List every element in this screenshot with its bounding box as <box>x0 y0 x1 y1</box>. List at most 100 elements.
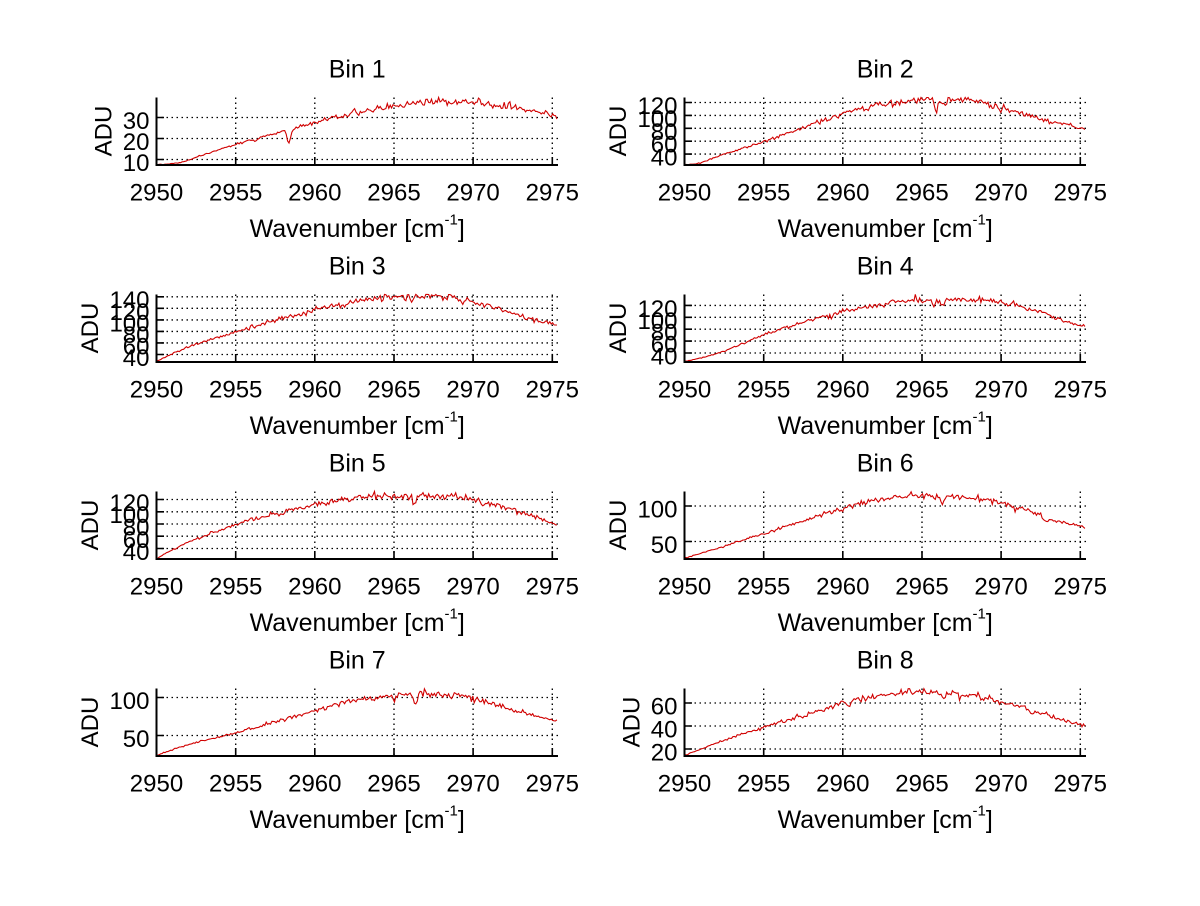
svg-text:2970: 2970 <box>446 180 499 207</box>
svg-text:ADU: ADU <box>618 697 645 748</box>
svg-text:2960: 2960 <box>816 377 869 404</box>
svg-text:2950: 2950 <box>658 771 711 798</box>
svg-text:40: 40 <box>123 345 150 372</box>
svg-text:Bin 6: Bin 6 <box>857 450 914 478</box>
svg-text:ADU: ADU <box>605 106 632 157</box>
svg-text:Bin 2: Bin 2 <box>857 56 914 84</box>
svg-text:2975: 2975 <box>1054 574 1107 601</box>
svg-text:Bin 3: Bin 3 <box>329 253 386 281</box>
svg-text:80: 80 <box>123 515 150 542</box>
svg-text:100: 100 <box>109 310 149 337</box>
svg-text:2950: 2950 <box>130 771 183 798</box>
svg-text:2955: 2955 <box>737 377 790 404</box>
svg-text:10: 10 <box>123 150 150 177</box>
svg-text:2960: 2960 <box>816 180 869 207</box>
svg-text:100: 100 <box>109 502 149 529</box>
svg-text:2960: 2960 <box>288 377 341 404</box>
svg-text:ADU: ADU <box>605 303 632 354</box>
svg-text:40: 40 <box>651 717 678 744</box>
svg-text:2965: 2965 <box>367 574 420 601</box>
svg-text:2950: 2950 <box>658 180 711 207</box>
svg-text:60: 60 <box>651 694 678 721</box>
svg-text:40: 40 <box>651 145 678 172</box>
svg-text:140: 140 <box>109 287 149 314</box>
svg-text:Wavenumber [cm-1]: Wavenumber [cm-1] <box>778 606 993 638</box>
svg-text:2975: 2975 <box>526 180 579 207</box>
svg-text:2965: 2965 <box>367 771 420 798</box>
svg-text:2975: 2975 <box>526 771 579 798</box>
svg-text:Wavenumber [cm-1]: Wavenumber [cm-1] <box>250 606 465 638</box>
svg-text:40: 40 <box>651 344 678 371</box>
svg-text:80: 80 <box>651 320 678 347</box>
svg-text:2970: 2970 <box>446 574 499 601</box>
svg-text:2960: 2960 <box>288 180 341 207</box>
svg-text:ADU: ADU <box>90 106 117 157</box>
svg-text:2965: 2965 <box>895 377 948 404</box>
svg-text:100: 100 <box>109 688 149 715</box>
svg-text:Bin 1: Bin 1 <box>329 56 386 84</box>
svg-text:2965: 2965 <box>895 180 948 207</box>
svg-text:Wavenumber [cm-1]: Wavenumber [cm-1] <box>778 409 993 441</box>
svg-text:2970: 2970 <box>974 377 1027 404</box>
svg-text:ADU: ADU <box>77 500 104 551</box>
svg-text:60: 60 <box>651 332 678 359</box>
svg-text:ADU: ADU <box>77 303 104 354</box>
svg-text:100: 100 <box>637 308 677 335</box>
svg-text:2965: 2965 <box>367 377 420 404</box>
svg-text:Bin 7: Bin 7 <box>329 647 386 675</box>
svg-text:2965: 2965 <box>895 771 948 798</box>
svg-text:2960: 2960 <box>288 574 341 601</box>
svg-text:2960: 2960 <box>816 574 869 601</box>
svg-text:2955: 2955 <box>209 771 262 798</box>
svg-text:2970: 2970 <box>974 771 1027 798</box>
svg-text:2970: 2970 <box>974 574 1027 601</box>
svg-text:50: 50 <box>651 532 678 559</box>
svg-text:2950: 2950 <box>130 180 183 207</box>
svg-text:2955: 2955 <box>737 574 790 601</box>
svg-text:Wavenumber [cm-1]: Wavenumber [cm-1] <box>778 212 993 244</box>
svg-text:20: 20 <box>651 740 678 767</box>
svg-text:2965: 2965 <box>367 180 420 207</box>
svg-text:50: 50 <box>123 726 150 753</box>
svg-text:2955: 2955 <box>209 180 262 207</box>
svg-text:120: 120 <box>109 490 149 517</box>
svg-text:2965: 2965 <box>895 574 948 601</box>
svg-text:100: 100 <box>637 106 677 133</box>
svg-text:60: 60 <box>123 527 150 554</box>
svg-text:2950: 2950 <box>130 377 183 404</box>
svg-text:2975: 2975 <box>1054 377 1107 404</box>
svg-text:Wavenumber [cm-1]: Wavenumber [cm-1] <box>250 409 465 441</box>
svg-text:2960: 2960 <box>816 771 869 798</box>
svg-text:Wavenumber [cm-1]: Wavenumber [cm-1] <box>250 212 465 244</box>
svg-text:2970: 2970 <box>974 180 1027 207</box>
svg-text:ADU: ADU <box>605 500 632 551</box>
svg-text:120: 120 <box>637 296 677 323</box>
svg-text:2955: 2955 <box>209 377 262 404</box>
svg-text:Bin 5: Bin 5 <box>329 450 386 478</box>
svg-text:60: 60 <box>651 132 678 159</box>
svg-text:Bin 4: Bin 4 <box>857 253 914 281</box>
svg-text:30: 30 <box>123 108 150 135</box>
svg-text:2960: 2960 <box>288 771 341 798</box>
svg-text:80: 80 <box>651 119 678 146</box>
svg-text:2955: 2955 <box>209 574 262 601</box>
svg-text:2955: 2955 <box>737 771 790 798</box>
svg-text:2975: 2975 <box>1054 180 1107 207</box>
svg-text:100: 100 <box>637 497 677 524</box>
svg-text:2955: 2955 <box>737 180 790 207</box>
svg-text:60: 60 <box>123 333 150 360</box>
svg-text:2950: 2950 <box>658 377 711 404</box>
svg-text:2975: 2975 <box>1054 771 1107 798</box>
svg-text:ADU: ADU <box>77 697 104 748</box>
svg-text:120: 120 <box>109 299 149 326</box>
svg-text:Bin 8: Bin 8 <box>857 647 914 675</box>
svg-text:2950: 2950 <box>658 574 711 601</box>
svg-text:2975: 2975 <box>526 574 579 601</box>
svg-text:2970: 2970 <box>446 377 499 404</box>
svg-text:2970: 2970 <box>446 771 499 798</box>
svg-text:Wavenumber [cm-1]: Wavenumber [cm-1] <box>778 803 993 835</box>
svg-text:40: 40 <box>123 539 150 566</box>
svg-text:80: 80 <box>123 322 150 349</box>
svg-text:20: 20 <box>123 129 150 156</box>
svg-text:120: 120 <box>637 93 677 120</box>
